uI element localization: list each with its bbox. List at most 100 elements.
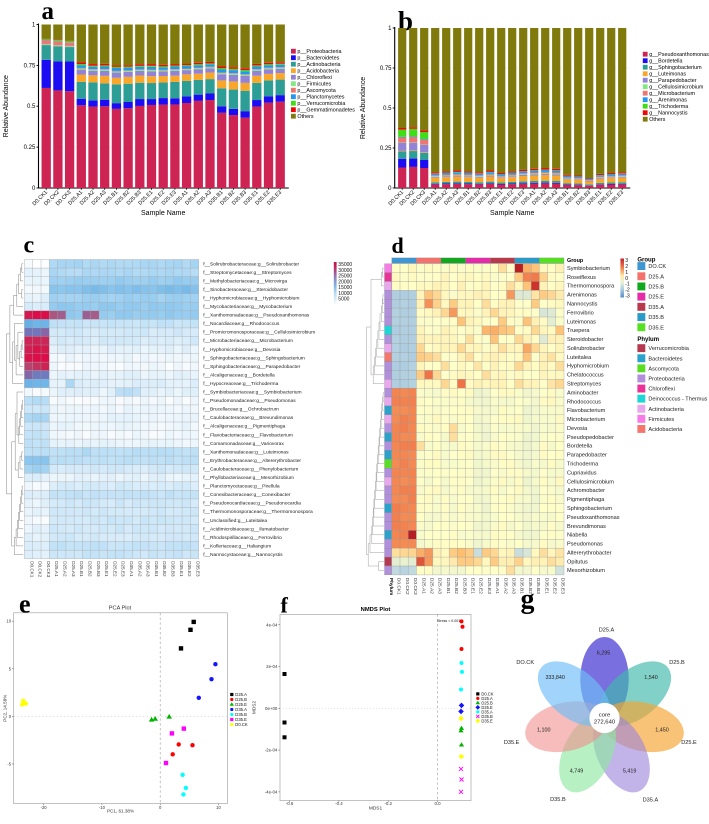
svg-text:f__Sinobacteraceae:g__Steroido: f__Sinobacteraceae:g__Steroidobacter [203, 287, 288, 293]
svg-text:p__Proteobacteria: p__Proteobacteria [297, 49, 341, 55]
svg-text:1,540: 1,540 [644, 675, 658, 681]
svg-text:Thermomonospora: Thermomonospora [567, 284, 615, 290]
svg-text:D25.A: D25.A [481, 696, 493, 701]
svg-text:Roseiflexus: Roseiflexus [567, 275, 596, 281]
svg-text:Hyphomicrobium: Hyphomicrobium [567, 364, 609, 370]
svg-text:PC1, 61.38%: PC1, 61.38% [107, 809, 134, 814]
svg-text:-20: -20 [41, 805, 48, 810]
svg-text:f__Nocardiaceae:g__Rhodococcus: f__Nocardiaceae:g__Rhodococcus [203, 321, 280, 327]
svg-text:a: a [42, 0, 55, 25]
svg-text:D35.A: D35.A [481, 709, 493, 714]
svg-text:D25.B3: D25.B3 [96, 561, 101, 577]
svg-text:3: 3 [625, 258, 628, 264]
svg-text:D35.E3: D35.E3 [560, 578, 566, 594]
svg-text:p__Firmicutes: p__Firmicutes [297, 82, 331, 88]
svg-text:0.5: 0.5 [383, 106, 392, 112]
svg-text:D0.CK1: D0.CK1 [29, 561, 34, 578]
svg-text:Devosia: Devosia [567, 426, 588, 432]
svg-text:Chloroflexi: Chloroflexi [648, 387, 674, 393]
svg-text:Achromobacter: Achromobacter [567, 488, 605, 494]
svg-text:Phylum: Phylum [637, 337, 659, 343]
svg-text:f__Comamonadaceae:g__Variovora: f__Comamonadaceae:g__Variovorax [203, 441, 284, 447]
svg-text:Altererythrobacter: Altererythrobacter [567, 550, 612, 556]
svg-text:D35.E1: D35.E1 [543, 578, 549, 594]
svg-text:D25.B: D25.B [669, 660, 685, 666]
svg-text:p__Verrucomicrobia: p__Verrucomicrobia [297, 101, 345, 107]
svg-text:g__Microbacterium: g__Microbacterium [649, 91, 695, 97]
svg-text:p__Gemmatimonadetes: p__Gemmatimonadetes [297, 108, 355, 114]
svg-text:f__Microbacteriaceae:g__Microb: f__Microbacteriaceae:g__Microbacterium [203, 338, 293, 344]
svg-text:Cellulosimicrobium: Cellulosimicrobium [567, 479, 614, 485]
svg-text:g__Arenimonas: g__Arenimonas [649, 98, 687, 104]
svg-text:Pseudopedobacter: Pseudopedobacter [567, 435, 614, 441]
svg-text:0e+00: 0e+00 [265, 706, 278, 711]
svg-text:D0.CK3: D0.CK3 [412, 578, 418, 595]
svg-text:Arenimonas: Arenimonas [567, 293, 597, 299]
svg-text:DO.CK: DO.CK [648, 264, 666, 270]
svg-text:f__Streptomycetaceae:g__Strept: f__Streptomycetaceae:g__Streptomyces [203, 270, 292, 276]
svg-text:Ascomycota: Ascomycota [648, 366, 679, 372]
svg-text:0.25: 0.25 [24, 145, 36, 151]
svg-text:Relative Abundance: Relative Abundance [3, 75, 10, 137]
svg-text:f__Phyllobacteriaceae:g__Mesor: f__Phyllobacteriaceae:g__Mesorhizobium [203, 475, 294, 481]
svg-text:Ferrovibrio: Ferrovibrio [567, 310, 594, 316]
svg-text:f__Planctomycetaceae:g__Pirell: f__Planctomycetaceae:g__Pirellula [203, 484, 280, 490]
svg-text:D25.A: D25.A [235, 692, 247, 697]
svg-text:5,419: 5,419 [623, 768, 637, 774]
svg-text:0.5: 0.5 [27, 104, 36, 110]
svg-text:D25.E1: D25.E1 [104, 561, 109, 577]
svg-text:D25.B3: D25.B3 [461, 578, 467, 594]
svg-text:D35.B3: D35.B3 [535, 578, 541, 594]
svg-text:core: core [599, 713, 611, 719]
svg-text:272,640: 272,640 [594, 720, 616, 726]
svg-text:D35.A: D35.A [643, 798, 659, 804]
svg-text:D35.A2: D35.A2 [502, 578, 508, 594]
svg-text:DO.CK: DO.CK [516, 660, 534, 666]
svg-text:Parapedobacter: Parapedobacter [567, 453, 607, 459]
svg-text:Bordetella: Bordetella [567, 444, 593, 450]
svg-text:g__Bordetella: g__Bordetella [649, 59, 682, 65]
svg-text:0.25: 0.25 [380, 146, 392, 152]
svg-text:D35.B: D35.B [481, 714, 493, 719]
svg-text:1: 1 [388, 26, 392, 32]
svg-text:333,840: 333,840 [545, 675, 565, 681]
svg-text:0.0: 0.0 [434, 801, 441, 806]
svg-text:0: 0 [159, 805, 162, 810]
svg-text:D0.CK1: D0.CK1 [396, 578, 402, 595]
svg-text:p__Planctomycetes: p__Planctomycetes [297, 95, 344, 101]
svg-text:f__Sphingobacteriaceae:g__Sphi: f__Sphingobacteriaceae:g__Sphingobacteri… [203, 355, 305, 361]
svg-text:D25.A3: D25.A3 [71, 561, 76, 577]
svg-text:e: e [19, 590, 31, 619]
svg-text:Proteobacteria: Proteobacteria [648, 377, 685, 383]
svg-text:D25.B1: D25.B1 [79, 561, 84, 577]
svg-text:D25.A2: D25.A2 [429, 578, 435, 594]
svg-text:Pigmentiphaga: Pigmentiphaga [567, 497, 605, 503]
svg-text:f__Xanthomonadaceae:g__Pseudox: f__Xanthomonadaceae:g__Pseudoxanthomonas [203, 313, 310, 319]
svg-text:f__Erythrobacteraceae:g__Alter: f__Erythrobacteraceae:g__Altererythrobac… [203, 458, 301, 464]
svg-text:f__Kofleriaceae:g__Haliangium: f__Kofleriaceae:g__Haliangium [203, 543, 271, 549]
svg-text:f__Conexibacteraceae:g__Conexi: f__Conexibacteraceae:g__Conexibacter [203, 492, 291, 498]
svg-text:1,450: 1,450 [655, 727, 669, 733]
svg-text:f__Rhodospirillaceae:g__Ferrov: f__Rhodospirillaceae:g__Ferrovibrio [203, 535, 282, 541]
svg-text:-3: -3 [625, 293, 630, 299]
svg-text:0: 0 [388, 186, 392, 192]
svg-text:10: 10 [6, 619, 11, 624]
svg-text:Symbiobacterium: Symbiobacterium [567, 266, 611, 272]
svg-text:g__Nannocystis: g__Nannocystis [649, 111, 688, 117]
svg-text:Opitutus: Opitutus [567, 559, 588, 565]
svg-text:Firmicutes: Firmicutes [648, 417, 674, 423]
svg-text:-2e-04: -2e-04 [265, 748, 278, 753]
svg-text:D25.E1: D25.E1 [470, 578, 476, 594]
svg-text:f__Nannocystaceae:g__Nannocyst: f__Nannocystaceae:g__Nannocystis [203, 552, 283, 558]
svg-text:Group: Group [637, 258, 655, 264]
svg-text:D25.A: D25.A [648, 274, 664, 280]
svg-text:6,295: 6,295 [597, 651, 611, 657]
svg-text:D25.E: D25.E [481, 705, 493, 710]
svg-text:D25.A: D25.A [599, 628, 615, 634]
svg-text:Solirubrobacter: Solirubrobacter [567, 346, 605, 352]
svg-text:g__Trichoderma: g__Trichoderma [649, 104, 688, 110]
svg-text:f__Pseudomonadaceae:g__Pseudom: f__Pseudomonadaceae:g__Pseudomonas [203, 398, 296, 404]
svg-text:g__Sphingobacterium: g__Sphingobacterium [649, 65, 702, 71]
svg-text:Truepera: Truepera [567, 328, 590, 334]
svg-text:-0.6: -0.6 [286, 801, 294, 806]
